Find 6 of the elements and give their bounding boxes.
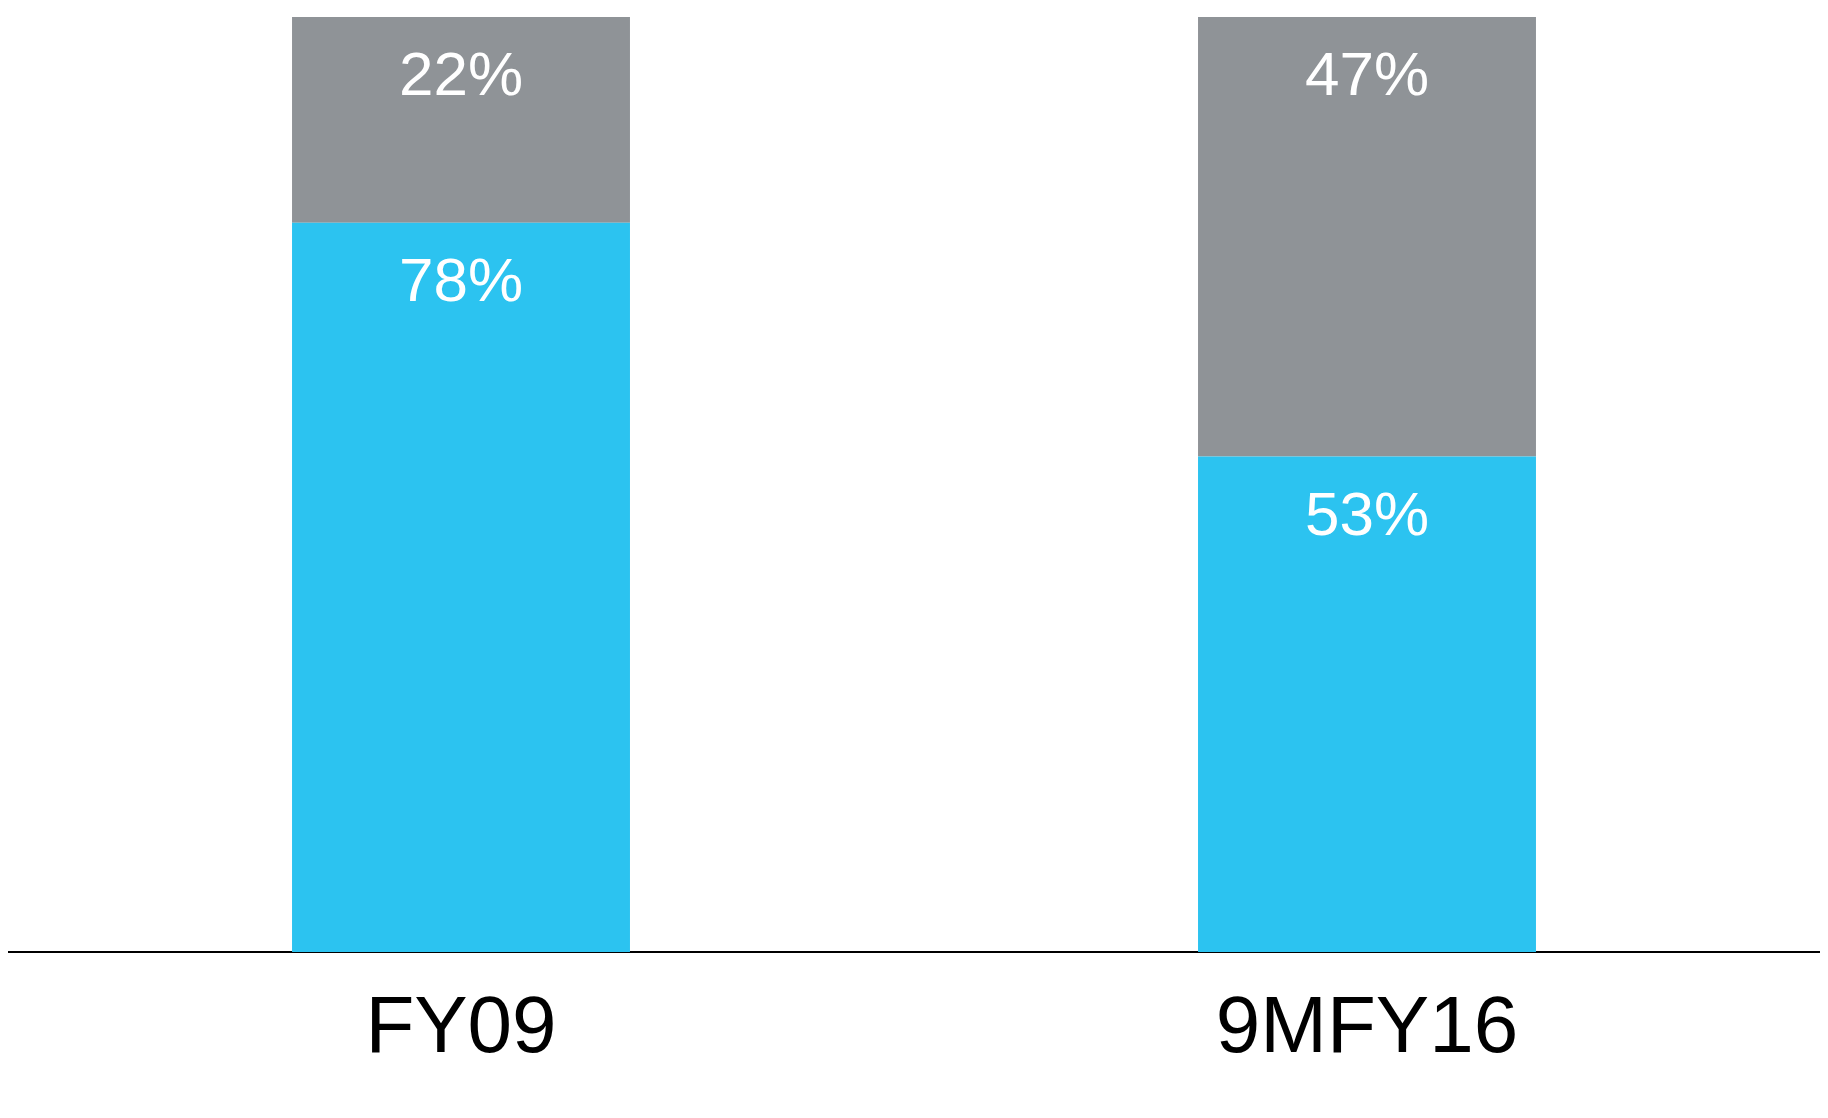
x-tick-label: FY09 <box>365 980 557 1070</box>
x-tick-label: 9MFY16 <box>1215 980 1519 1070</box>
data-label: 22% <box>398 39 524 109</box>
data-label: 47% <box>1304 39 1430 109</box>
data-label: 78% <box>398 244 524 314</box>
data-label: 53% <box>1304 478 1430 548</box>
